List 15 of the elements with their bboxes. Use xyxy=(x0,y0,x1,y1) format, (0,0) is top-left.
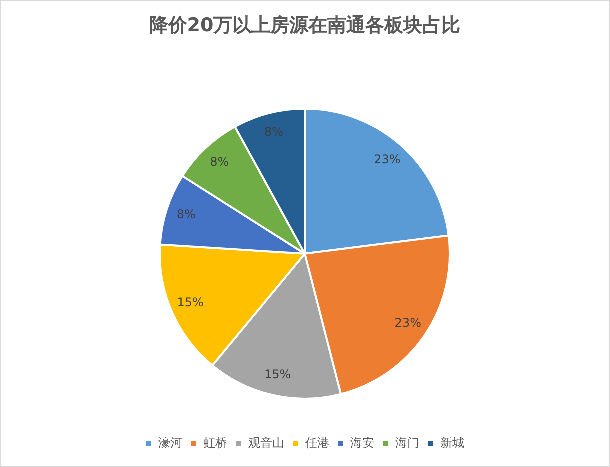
legend-label: 虹桥 xyxy=(204,436,228,450)
legend-label: 任港 xyxy=(304,436,330,450)
legend-label: 海安 xyxy=(350,436,374,450)
data-label: 8% xyxy=(176,207,196,222)
legend-label: 观音山 xyxy=(248,436,284,450)
data-label: 23% xyxy=(374,152,401,166)
data-label: 15% xyxy=(264,368,292,382)
data-label: 8% xyxy=(210,155,230,170)
data-label: 15% xyxy=(177,296,204,310)
legend-label: 新城 xyxy=(440,436,464,450)
chart-title: 降价20万以上房源在南通各板块占比 xyxy=(149,14,461,36)
legend-label: 海门 xyxy=(396,436,420,450)
legend-label: 濠河 xyxy=(158,436,182,450)
data-label: 8% xyxy=(264,125,284,140)
data-label: 23% xyxy=(394,316,422,330)
